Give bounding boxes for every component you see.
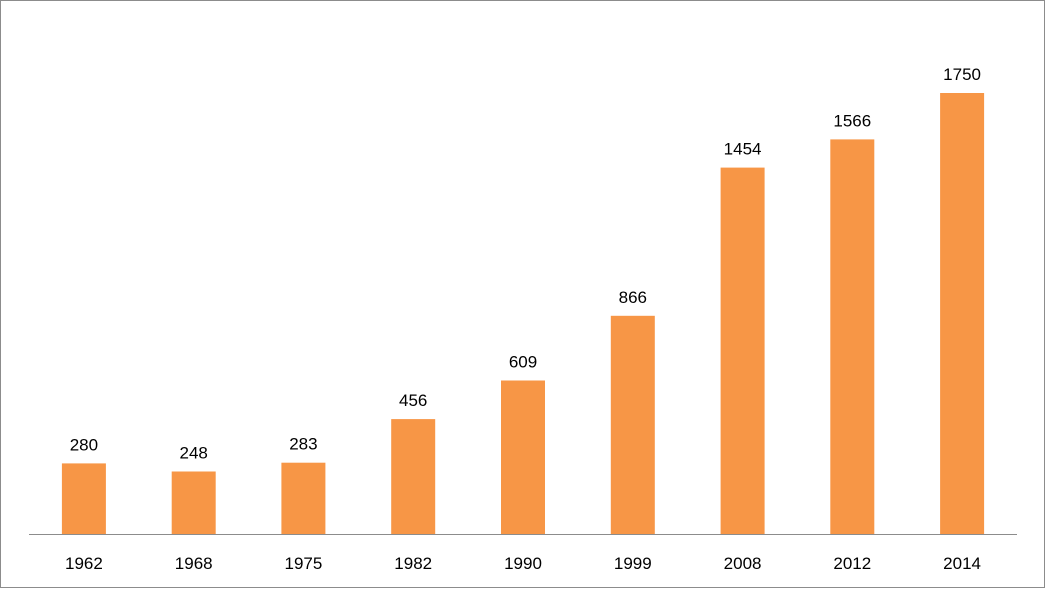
data-labels-group: 280 248 283 456 609 866 1454 1566 1750 xyxy=(70,65,981,463)
x-tick-label-1990: 1990 xyxy=(504,554,542,573)
data-label-1962: 280 xyxy=(70,435,98,454)
bar-1999 xyxy=(610,315,655,534)
x-tick-label-1962: 1962 xyxy=(65,554,103,573)
bar-2014 xyxy=(940,93,985,534)
bar-1990 xyxy=(501,380,545,534)
bar-1962 xyxy=(61,463,106,534)
x-tick-label-2014: 2014 xyxy=(943,554,981,573)
data-label-2014: 1750 xyxy=(943,65,981,84)
data-label-1990: 609 xyxy=(509,353,537,372)
data-label-2008: 1454 xyxy=(724,140,762,159)
bar-2008 xyxy=(720,167,765,534)
x-tick-label-1999: 1999 xyxy=(614,554,652,573)
x-tick-label-1982: 1982 xyxy=(394,554,432,573)
x-tick-label-2008: 2008 xyxy=(724,554,762,573)
x-tick-label-1975: 1975 xyxy=(284,554,322,573)
bars-group xyxy=(61,93,985,534)
x-tick-label-1968: 1968 xyxy=(175,554,213,573)
bar-1975 xyxy=(281,462,326,534)
bar-2012 xyxy=(830,139,875,534)
data-label-1982: 456 xyxy=(399,391,427,410)
data-label-1968: 248 xyxy=(180,444,208,463)
data-label-1975: 283 xyxy=(289,435,317,454)
x-tick-labels-group: 1962 1968 1975 1982 1990 1999 2008 2012 2014 xyxy=(65,554,981,573)
data-label-1999: 866 xyxy=(619,288,647,307)
bar-1968 xyxy=(171,471,216,534)
data-label-2012: 1566 xyxy=(833,111,871,130)
x-tick-label-2012: 2012 xyxy=(833,554,871,573)
bar-1982 xyxy=(391,419,436,534)
